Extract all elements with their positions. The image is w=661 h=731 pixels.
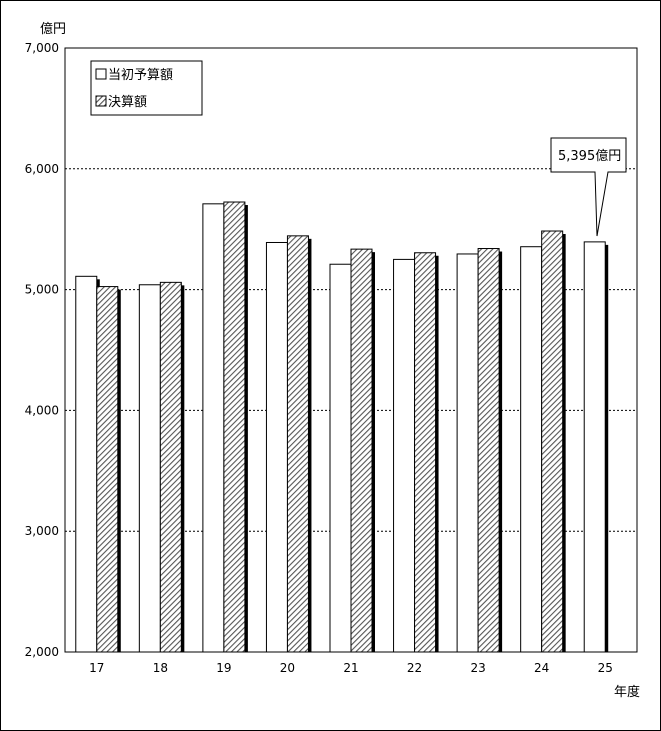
legend-label-settlement: 決算額 [108, 95, 147, 110]
y-tick-label: 2,000 [25, 645, 59, 659]
legend: 当初予算額 決算額 [90, 60, 203, 116]
y-tick-label: 6,000 [25, 162, 59, 176]
bar-settlement [541, 230, 564, 653]
y-axis-unit: 億円 [40, 21, 66, 37]
x-tick-labels: 17 18 19 20 21 22 23 24 25 [89, 661, 613, 675]
legend-swatch-settlement [95, 95, 107, 107]
x-tick-label: 17 [89, 661, 104, 675]
y-tick-label: 7,000 [25, 41, 59, 55]
y-tick-labels: 2,000 3,000 4,000 5,000 6,000 7,000 [25, 41, 59, 659]
bar-settlement [477, 248, 500, 653]
x-axis-unit: 年度 [614, 684, 640, 700]
x-tick-label: 20 [280, 661, 295, 675]
x-tick-label: 24 [534, 661, 549, 675]
bar-settlement [286, 235, 309, 653]
legend-label-initial-budget: 当初予算額 [108, 68, 173, 83]
bar-initial-budget [329, 263, 352, 653]
callout: 5,395億円 [550, 137, 627, 237]
y-tick-label: 5,000 [25, 283, 59, 297]
bar-initial-budget [520, 246, 543, 653]
bars [75, 201, 609, 653]
bar-initial-budget [583, 241, 606, 653]
x-tick-label: 23 [470, 661, 485, 675]
callout-label: 5,395億円 [558, 148, 621, 164]
bar-initial-budget [456, 253, 479, 653]
legend-box [90, 60, 203, 116]
bar-initial-budget [138, 284, 161, 653]
legend-swatch-initial-budget [95, 68, 107, 80]
x-tick-label: 22 [407, 661, 422, 675]
bar-initial-budget [393, 258, 416, 653]
bar-settlement [350, 248, 373, 653]
bar-initial-budget [265, 241, 288, 653]
plot-area-border [64, 47, 638, 653]
callout-balloon [550, 137, 627, 237]
x-tick-label: 18 [153, 661, 168, 675]
bar-settlement [96, 286, 119, 653]
y-tick-label: 4,000 [25, 403, 59, 417]
bar-settlement [223, 201, 246, 653]
x-tick-label: 21 [343, 661, 358, 675]
x-tick-label: 25 [598, 661, 613, 675]
bar-settlement [414, 252, 437, 653]
bar-initial-budget [75, 275, 98, 653]
bar-settlement [159, 281, 182, 653]
y-tick-label: 3,000 [25, 524, 59, 538]
bar-initial-budget [202, 203, 225, 653]
x-tick-label: 19 [216, 661, 231, 675]
